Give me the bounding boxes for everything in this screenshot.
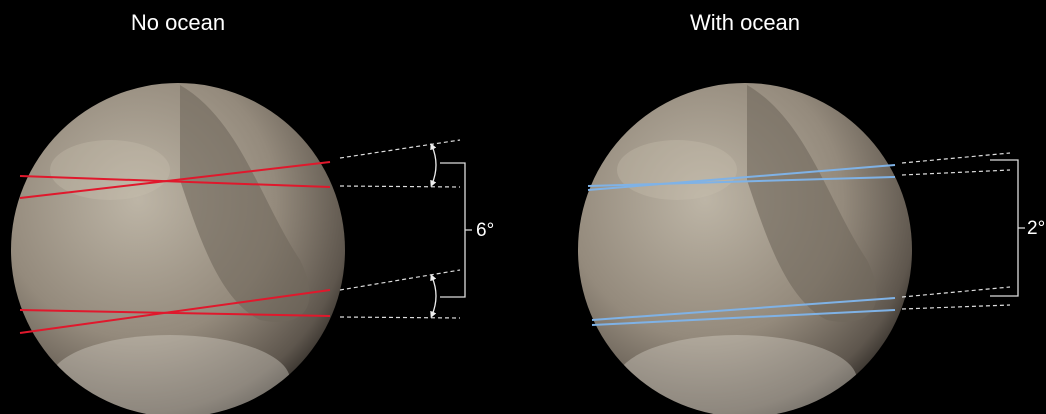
track-lines (587, 164, 896, 326)
moon (578, 83, 912, 414)
panel-no-ocean: No ocean 6° (11, 10, 494, 414)
moon (11, 83, 345, 414)
panel-title: No ocean (131, 10, 225, 35)
moon-terrain (617, 85, 877, 414)
panel-with-ocean: With ocean 2° (578, 10, 1045, 414)
panel-title: With ocean (690, 10, 800, 35)
track-lines (19, 161, 331, 334)
angle-label: 6° (476, 220, 494, 241)
angle-label: 2° (1027, 218, 1045, 239)
